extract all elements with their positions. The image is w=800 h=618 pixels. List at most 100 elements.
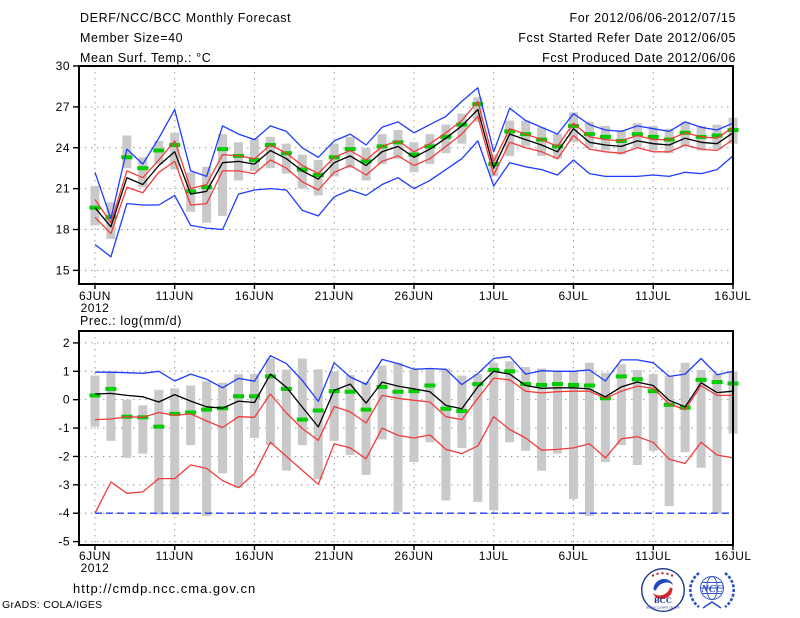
observation-climatology-dash xyxy=(105,386,117,391)
x-tick-label: 21JUN xyxy=(315,549,354,563)
x-tick-label: 6JUN xyxy=(79,289,111,303)
climatology-spread-bar xyxy=(138,157,148,188)
observation-climatology-dash xyxy=(711,133,723,138)
climatology-spread-bar xyxy=(616,364,626,446)
observation-climatology-dash xyxy=(456,122,468,127)
member-size-label: Member Size=40 xyxy=(80,31,184,45)
observation-climatology-dash xyxy=(233,394,245,399)
observation-climatology-dash xyxy=(201,185,213,190)
observation-climatology-dash xyxy=(169,411,181,416)
climatology-spread-bar xyxy=(632,369,642,465)
bcc-logo-sublabel: BEIJING CLIMATE CENTER xyxy=(646,606,679,610)
bcc-swirl-blue xyxy=(653,579,674,591)
fcst-started-label: Fcst Started Refer Date 2012/06/05 xyxy=(518,31,736,45)
climatology-spread-bar xyxy=(425,368,435,443)
forecast-range-label: For 2012/06/06-2012/07/15 xyxy=(569,11,736,25)
climatology-spread-bar xyxy=(106,371,116,441)
observation-climatology-dash xyxy=(599,134,611,139)
y-tick-label: -1 xyxy=(58,421,70,435)
y-tick-label: -5 xyxy=(58,535,70,549)
x-year-label: 2012 xyxy=(81,301,110,315)
observation-climatology-dash xyxy=(663,402,675,407)
observation-climatology-dash xyxy=(248,394,260,399)
observation-climatology-dash xyxy=(472,102,484,107)
observation-climatology-dash xyxy=(344,147,356,152)
observation-climatology-dash xyxy=(440,134,452,139)
climatology-spread-bar xyxy=(297,358,307,446)
observation-climatology-dash xyxy=(296,417,308,422)
x-tick-label: 1JUL xyxy=(479,549,509,563)
observation-climatology-dash xyxy=(408,152,420,157)
source-url: http://cmdp.ncc.cma.gov.cn xyxy=(73,581,257,596)
climatology-spread-bar xyxy=(329,143,339,177)
observation-climatology-dash xyxy=(201,407,213,412)
precip-chart-title: Prec.: log(mm/d) xyxy=(80,314,182,328)
observation-climatology-dash xyxy=(520,382,532,387)
y-tick-label: 15 xyxy=(56,263,70,277)
y-tick-label: 24 xyxy=(56,141,70,155)
climatology-spread-bar xyxy=(600,372,610,463)
climatology-spread-bar xyxy=(90,185,100,226)
x-tick-label: 26JUN xyxy=(394,289,433,303)
observation-climatology-dash xyxy=(456,409,468,414)
climatology-spread-bar xyxy=(696,369,706,468)
fcst-produced-label: Fcst Produced Date 2012/06/06 xyxy=(542,51,736,65)
climatology-spread-bar xyxy=(712,374,722,514)
grads-credit: GrADS: COLA/IGES xyxy=(2,599,103,611)
observation-climatology-dash xyxy=(424,383,436,388)
upper-quartile-line xyxy=(94,377,733,441)
observation-climatology-dash xyxy=(695,377,707,382)
climatology-spread-bar xyxy=(281,369,291,471)
climatology-spread-bar xyxy=(202,381,212,517)
x-tick-label: 16JUN xyxy=(235,549,274,563)
observation-climatology-dash xyxy=(472,382,484,387)
climatology-spread-bar xyxy=(313,160,323,196)
observation-climatology-dash xyxy=(631,132,643,137)
x-tick-label: 11JUN xyxy=(156,549,194,563)
bcc-logo-ring xyxy=(641,568,685,612)
observation-climatology-dash xyxy=(360,407,372,412)
climatology-spread-bar xyxy=(664,375,674,507)
climatology-spread-bar xyxy=(249,374,259,438)
ensemble-max-line xyxy=(95,355,734,403)
observation-climatology-dash xyxy=(504,129,516,134)
climatology-spread-bar xyxy=(393,130,403,159)
climatology-spread-bar xyxy=(473,374,483,502)
page-title: DERF/NCC/BCC Monthly Forecast xyxy=(80,11,292,25)
observation-climatology-dash xyxy=(89,205,101,210)
observation-climatology-dash xyxy=(424,144,436,149)
y-tick-label: 21 xyxy=(56,182,70,196)
x-tick-label: 6JUN xyxy=(79,549,111,563)
climatology-spread-bar xyxy=(537,368,547,471)
x-tick-label: 16JUL xyxy=(714,289,751,303)
x-tick-label: 11JUL xyxy=(635,549,671,563)
x-tick-label: 1JUL xyxy=(479,289,509,303)
observation-climatology-dash xyxy=(408,389,420,394)
x-tick-label: 6JUL xyxy=(558,289,588,303)
observation-climatology-dash xyxy=(312,173,324,177)
observation-climatology-dash xyxy=(440,406,452,411)
y-tick-label: -3 xyxy=(58,478,70,492)
bcc-logo: BCC BEIJING CLIMATE CENTER xyxy=(641,568,685,612)
ensemble-max-line xyxy=(94,87,734,220)
observation-climatology-dash xyxy=(631,377,643,382)
x-tick-label: 6JUL xyxy=(558,549,588,563)
observation-climatology-dash xyxy=(376,384,388,389)
observation-climatology-dash xyxy=(248,158,260,163)
climatology-spread-bar xyxy=(122,399,132,458)
bcc-swirl-red xyxy=(652,587,673,599)
observation-climatology-dash xyxy=(504,369,516,374)
observation-climatology-dash xyxy=(647,389,659,394)
observation-climatology-dash xyxy=(296,167,308,172)
climatology-spread-bar xyxy=(170,388,180,515)
observation-climatology-dash xyxy=(567,123,579,128)
climatology-spread-bar xyxy=(648,374,658,451)
ncc-logo: NCC xyxy=(689,571,735,609)
climatology-spread-bar xyxy=(521,367,531,451)
bcc-top-arc-characters xyxy=(652,572,673,577)
ensemble-mean-line xyxy=(94,108,734,228)
observation-climatology-dash xyxy=(153,148,165,153)
ensemble-min-line xyxy=(94,140,734,258)
